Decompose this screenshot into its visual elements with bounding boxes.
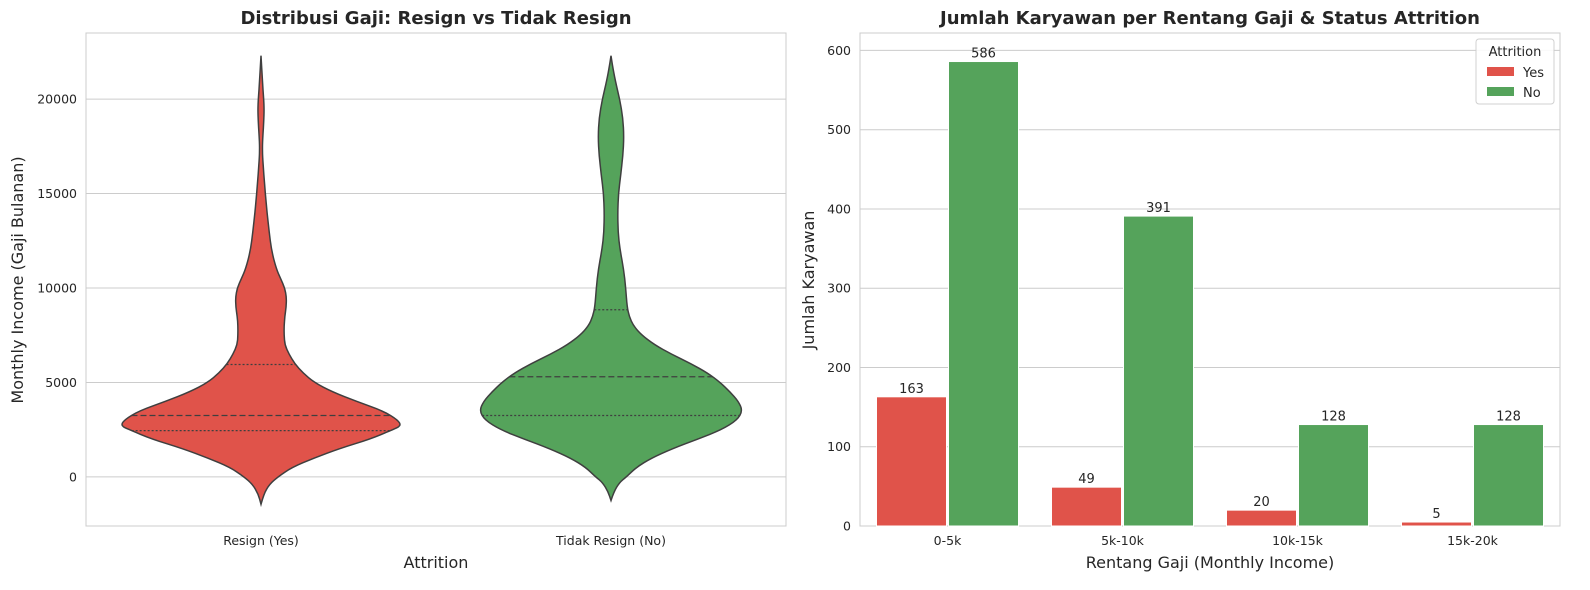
bar-value-label: 128 [1321,410,1346,425]
violin-resign-yes [121,55,401,508]
violin-x-ticks: Resign (Yes) Tidak Resign (No) [223,533,666,548]
bar-x-ticks: 0-5k 5k-10k 10k-15k 15k-20k [934,533,1499,548]
bar-no-15k-20k [1473,424,1544,527]
violin-y-tick-label: 0 [69,469,77,484]
bar-yes-0-5k [876,396,947,527]
violin-y-tick-label: 15000 [37,186,77,201]
violin-y-tick-label: 10000 [37,281,77,296]
bar-value-label: 586 [971,47,996,62]
legend-label-yes: Yes [1522,66,1544,81]
violin-x-tick-label: Resign (Yes) [223,533,299,548]
bar-y-tick-label: 100 [827,439,851,454]
bar-yes-5k-10k [1051,486,1122,527]
violin-y-ticks: 0 5000 10000 15000 20000 [37,92,77,485]
bar-x-tick-label: 5k-10k [1101,533,1145,548]
legend: Attrition Yes No [1475,38,1555,105]
bar-y-tick-label: 0 [843,519,851,534]
bar-no-0-5k [948,61,1019,527]
bar-x-tick-label: 15k-20k [1447,533,1499,548]
violin-x-axis-title: Attrition [404,553,469,572]
bar-data-labels: 163 49 20 5 586 391 128 128 [899,47,1521,523]
violin-bodies [121,55,743,508]
bar-no-5k-10k [1123,215,1194,527]
bar-y-tick-label: 200 [827,360,851,375]
violin-y-tick-label: 5000 [45,375,77,390]
violin-x-tick-label: Tidak Resign (No) [555,533,666,548]
bar-yes-15k-20k [1401,521,1472,527]
bar-y-tick-label: 300 [827,281,851,296]
bar-value-label: 5 [1432,507,1440,522]
violin-chart: 0 5000 10000 15000 20000 Resign (Yes) Tidak R… [8,8,787,572]
bar-no-10k-15k [1298,424,1369,527]
violin-chart-title: Distribusi Gaji: Resign vs Tidak Resign [240,8,631,29]
violin-y-tick-label: 20000 [37,92,77,107]
bar-value-label: 49 [1078,472,1095,487]
bar-y-ticks: 0 100 200 300 400 500 600 [827,43,851,534]
legend-swatch-yes [1487,67,1514,76]
violin-tidak-resign-no [479,55,743,503]
bar-value-label: 391 [1146,201,1171,216]
bar-yes-10k-15k [1226,509,1297,527]
legend-title: Attrition [1489,45,1542,60]
bar-marks [876,61,1544,527]
bar-y-tick-label: 400 [827,201,851,216]
bar-x-tick-label: 10k-15k [1272,533,1324,548]
violin-y-axis-title: Monthly Income (Gaji Bulanan) [8,156,27,403]
bar-chart-title: Jumlah Karyawan per Rentang Gaji & Statu… [938,8,1480,29]
legend-label-no: No [1523,86,1541,101]
bar-y-tick-label: 600 [827,43,851,58]
bar-value-label: 128 [1496,410,1521,425]
bar-x-axis-title: Rentang Gaji (Monthly Income) [1086,553,1335,572]
bar-chart: 163 49 20 5 586 391 128 128 0 100 200 300 400 500 600… [799,8,1561,572]
bar-y-axis-title: Jumlah Karyawan [799,211,818,351]
bar-x-tick-label: 0-5k [934,533,962,548]
bar-value-label: 163 [899,382,924,397]
bar-value-label: 20 [1253,495,1270,510]
legend-swatch-no [1487,87,1514,96]
bar-y-tick-label: 500 [827,122,851,137]
